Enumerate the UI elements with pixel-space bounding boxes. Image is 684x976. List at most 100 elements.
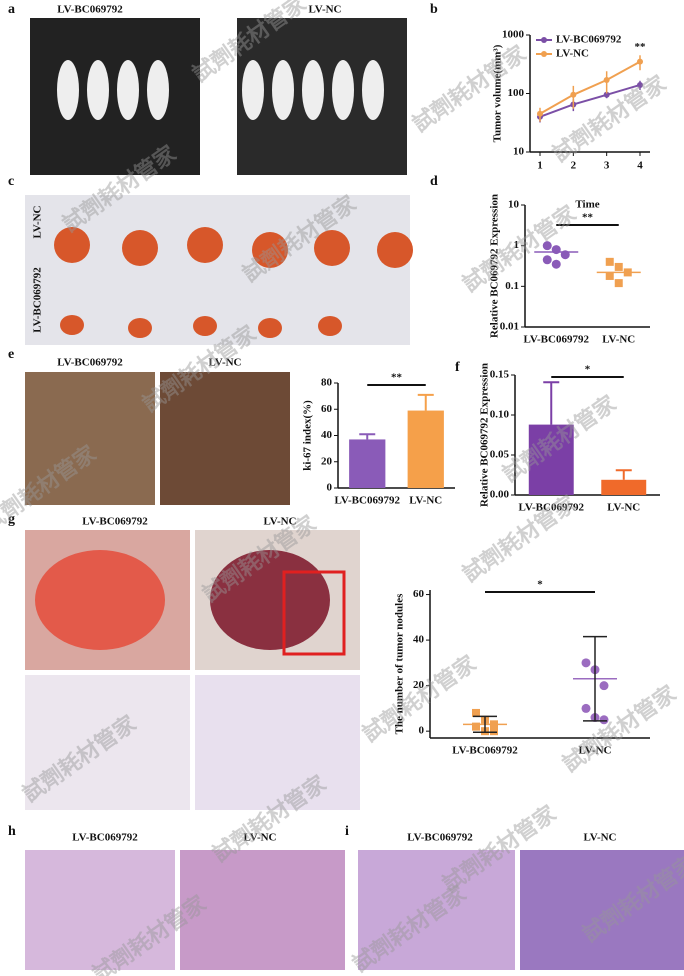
x-tick-label: LV-BC069792 [452, 745, 518, 757]
y-tick-label: 0 [327, 482, 333, 494]
mouse [87, 60, 109, 120]
photo [160, 372, 290, 505]
y-tick-label: 60 [321, 403, 333, 415]
point [603, 77, 610, 84]
y-tick-label: 60 [413, 588, 425, 600]
tumor [128, 318, 152, 338]
y-axis-label: Relative BC069792 Expression [489, 194, 501, 338]
point [614, 262, 623, 271]
image-caption: LV-NC [263, 516, 296, 528]
point [537, 110, 543, 117]
point [542, 255, 552, 265]
y-tick-label: 0.05 [490, 449, 510, 461]
tumor [54, 227, 90, 263]
mouse [272, 60, 294, 120]
point [637, 81, 643, 88]
y-tick-label: 80 [321, 377, 333, 389]
legend-label: LV-NC [556, 48, 589, 60]
bar [349, 439, 386, 488]
mouse [302, 60, 324, 120]
significance: * [585, 364, 591, 376]
image-caption: LV-NC [243, 832, 276, 844]
image-caption: LV-NC [583, 832, 616, 844]
x-tick-label: LV-BC069792 [519, 502, 585, 514]
panel-label: a [8, 2, 15, 17]
tumor [258, 318, 282, 338]
point [581, 703, 591, 713]
y-tick-label: 0.15 [490, 369, 510, 381]
tumor [122, 230, 158, 266]
bar [407, 410, 444, 488]
image-caption: LV-BC069792 [57, 357, 123, 369]
x-tick-label: 4 [637, 160, 643, 172]
image-caption: LV-BC069792 [32, 267, 44, 333]
x-tick-label: 1 [537, 160, 543, 172]
panel-label: i [345, 824, 349, 839]
photo [25, 195, 410, 345]
x-tick-label: LV-NC [607, 502, 640, 514]
y-axis-label: ki-67 index(%) [302, 400, 314, 471]
tumor [314, 230, 350, 266]
y-tick-label: 0 [419, 725, 425, 737]
point [599, 681, 609, 691]
x-tick-label: LV-BC069792 [335, 495, 401, 507]
chart-title: Time [575, 199, 599, 211]
tumor [193, 316, 217, 336]
tumor [60, 315, 84, 335]
watermark: 試劑耗材管家 [558, 680, 682, 778]
panel-label: e [8, 347, 14, 362]
image-caption: LV-BC069792 [82, 516, 148, 528]
point [605, 271, 614, 280]
bar [601, 479, 647, 495]
x-tick-label: 2 [571, 160, 577, 172]
panel-label: b [430, 2, 438, 17]
photo [25, 372, 155, 505]
highlight-box [282, 570, 346, 656]
panel-label: h [8, 824, 16, 839]
photo [358, 850, 515, 970]
point [605, 257, 614, 266]
y-axis-label: The number of tumor nodules [394, 593, 406, 735]
image-caption: LV-BC069792 [57, 4, 123, 16]
image-caption: LV-NC [308, 4, 341, 16]
point [603, 91, 610, 98]
photo [180, 850, 345, 970]
tumor [187, 227, 223, 263]
photo [25, 675, 190, 810]
y-tick-label: 1 [514, 239, 520, 251]
panel-label: g [8, 512, 15, 527]
point [637, 58, 643, 65]
significance: ** [635, 41, 647, 53]
y-tick-label: 20 [413, 679, 425, 691]
point [551, 259, 561, 269]
y-tick-label: 10 [513, 146, 525, 158]
mouse [147, 60, 169, 120]
tumor [252, 232, 288, 268]
y-tick-label: 0.1 [505, 280, 519, 292]
watermark: 試劑耗材管家 [548, 70, 672, 168]
mouse [332, 60, 354, 120]
photo [25, 850, 175, 970]
y-tick-label: 0.00 [490, 489, 510, 501]
y-tick-label: 0.01 [500, 321, 519, 333]
photo [520, 850, 684, 970]
y-tick-label: 10 [508, 199, 520, 211]
y-tick-label: 100 [508, 87, 525, 99]
x-tick-label: 3 [604, 160, 610, 172]
y-tick-label: 20 [321, 455, 333, 467]
panel-label: f [455, 360, 460, 375]
y-tick-label: 40 [321, 429, 333, 441]
photo [195, 675, 360, 810]
y-axis-label: Tumor volume(mm³) [492, 44, 504, 142]
y-tick-label: 1000 [502, 29, 525, 41]
image-caption: LV-BC069792 [72, 832, 138, 844]
x-tick-label: LV-BC069792 [524, 334, 590, 346]
point [581, 658, 591, 668]
y-axis-label: Relative BC069792 Expression [479, 363, 491, 507]
mouse [57, 60, 79, 120]
image-caption: LV-NC [208, 357, 241, 369]
panel-label: c [8, 174, 14, 189]
tumor [318, 316, 342, 336]
lung [35, 550, 165, 650]
tumor [377, 232, 413, 268]
